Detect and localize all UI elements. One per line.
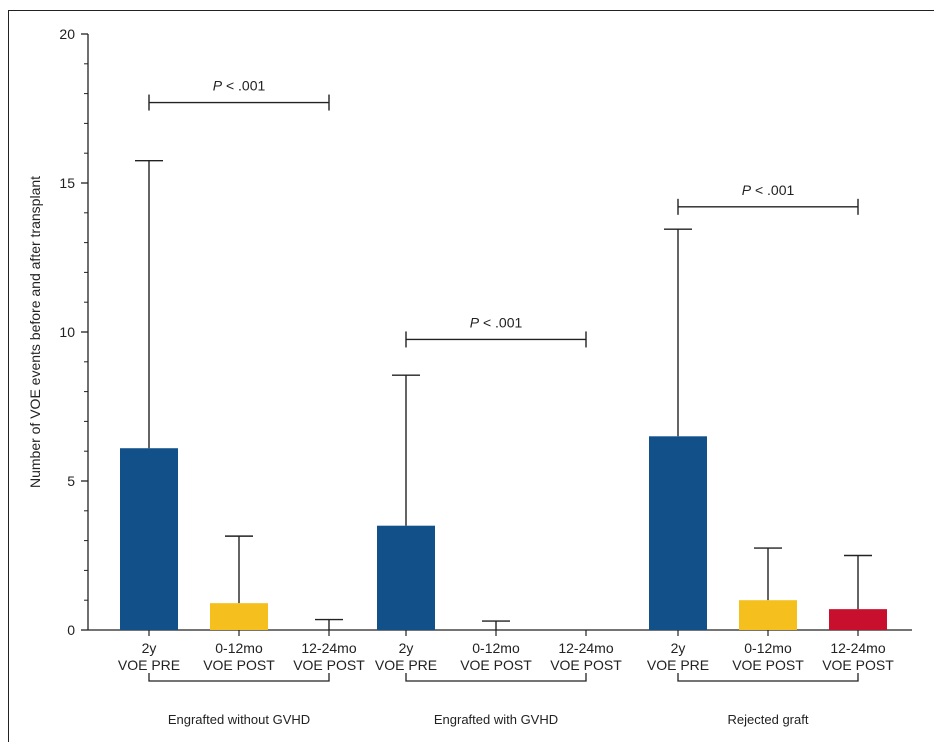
category-label: 2y: [671, 640, 686, 656]
bar: [739, 600, 797, 630]
category-label: 2y: [142, 640, 157, 656]
group-label: Engrafted without GVHD: [168, 712, 310, 727]
significance-label: P < .001: [742, 182, 795, 198]
category-label: VOE POST: [203, 657, 275, 673]
group-label: Engrafted with GVHD: [434, 712, 558, 727]
category-label: VOE PRE: [118, 657, 180, 673]
y-tick-label: 10: [59, 324, 75, 340]
group-bracket: [677, 673, 859, 682]
bar: [829, 609, 887, 630]
group-bracket: [405, 673, 587, 682]
category-label: VOE PRE: [647, 657, 709, 673]
bar: [377, 525, 435, 630]
y-axis-label: Number of VOE events before and after tr…: [27, 176, 43, 488]
category-label: 0-12mo: [215, 640, 263, 656]
category-label: VOE POST: [550, 657, 622, 673]
category-label: VOE POST: [460, 657, 532, 673]
group-bracket: [148, 673, 330, 682]
group-label: Rejected graft: [728, 712, 809, 727]
bar: [120, 448, 178, 630]
category-label: VOE PRE: [375, 657, 437, 673]
category-label: 12-24mo: [558, 640, 613, 656]
category-label: VOE POST: [293, 657, 365, 673]
y-tick-label: 20: [59, 26, 75, 42]
bar: [649, 436, 707, 630]
category-label: 2y: [399, 640, 414, 656]
significance-label: P < .001: [470, 314, 523, 330]
y-tick-label: 5: [67, 473, 75, 489]
figure-frame: [8, 10, 934, 742]
significance-label: P < .001: [213, 78, 266, 94]
y-tick-label: 0: [67, 622, 75, 638]
category-label: 12-24mo: [301, 640, 356, 656]
category-label: VOE POST: [732, 657, 804, 673]
category-label: 12-24mo: [830, 640, 885, 656]
y-tick-label: 15: [59, 175, 75, 191]
bar: [210, 603, 268, 630]
category-label: 0-12mo: [472, 640, 520, 656]
category-label: 0-12mo: [744, 640, 792, 656]
category-label: VOE POST: [822, 657, 894, 673]
